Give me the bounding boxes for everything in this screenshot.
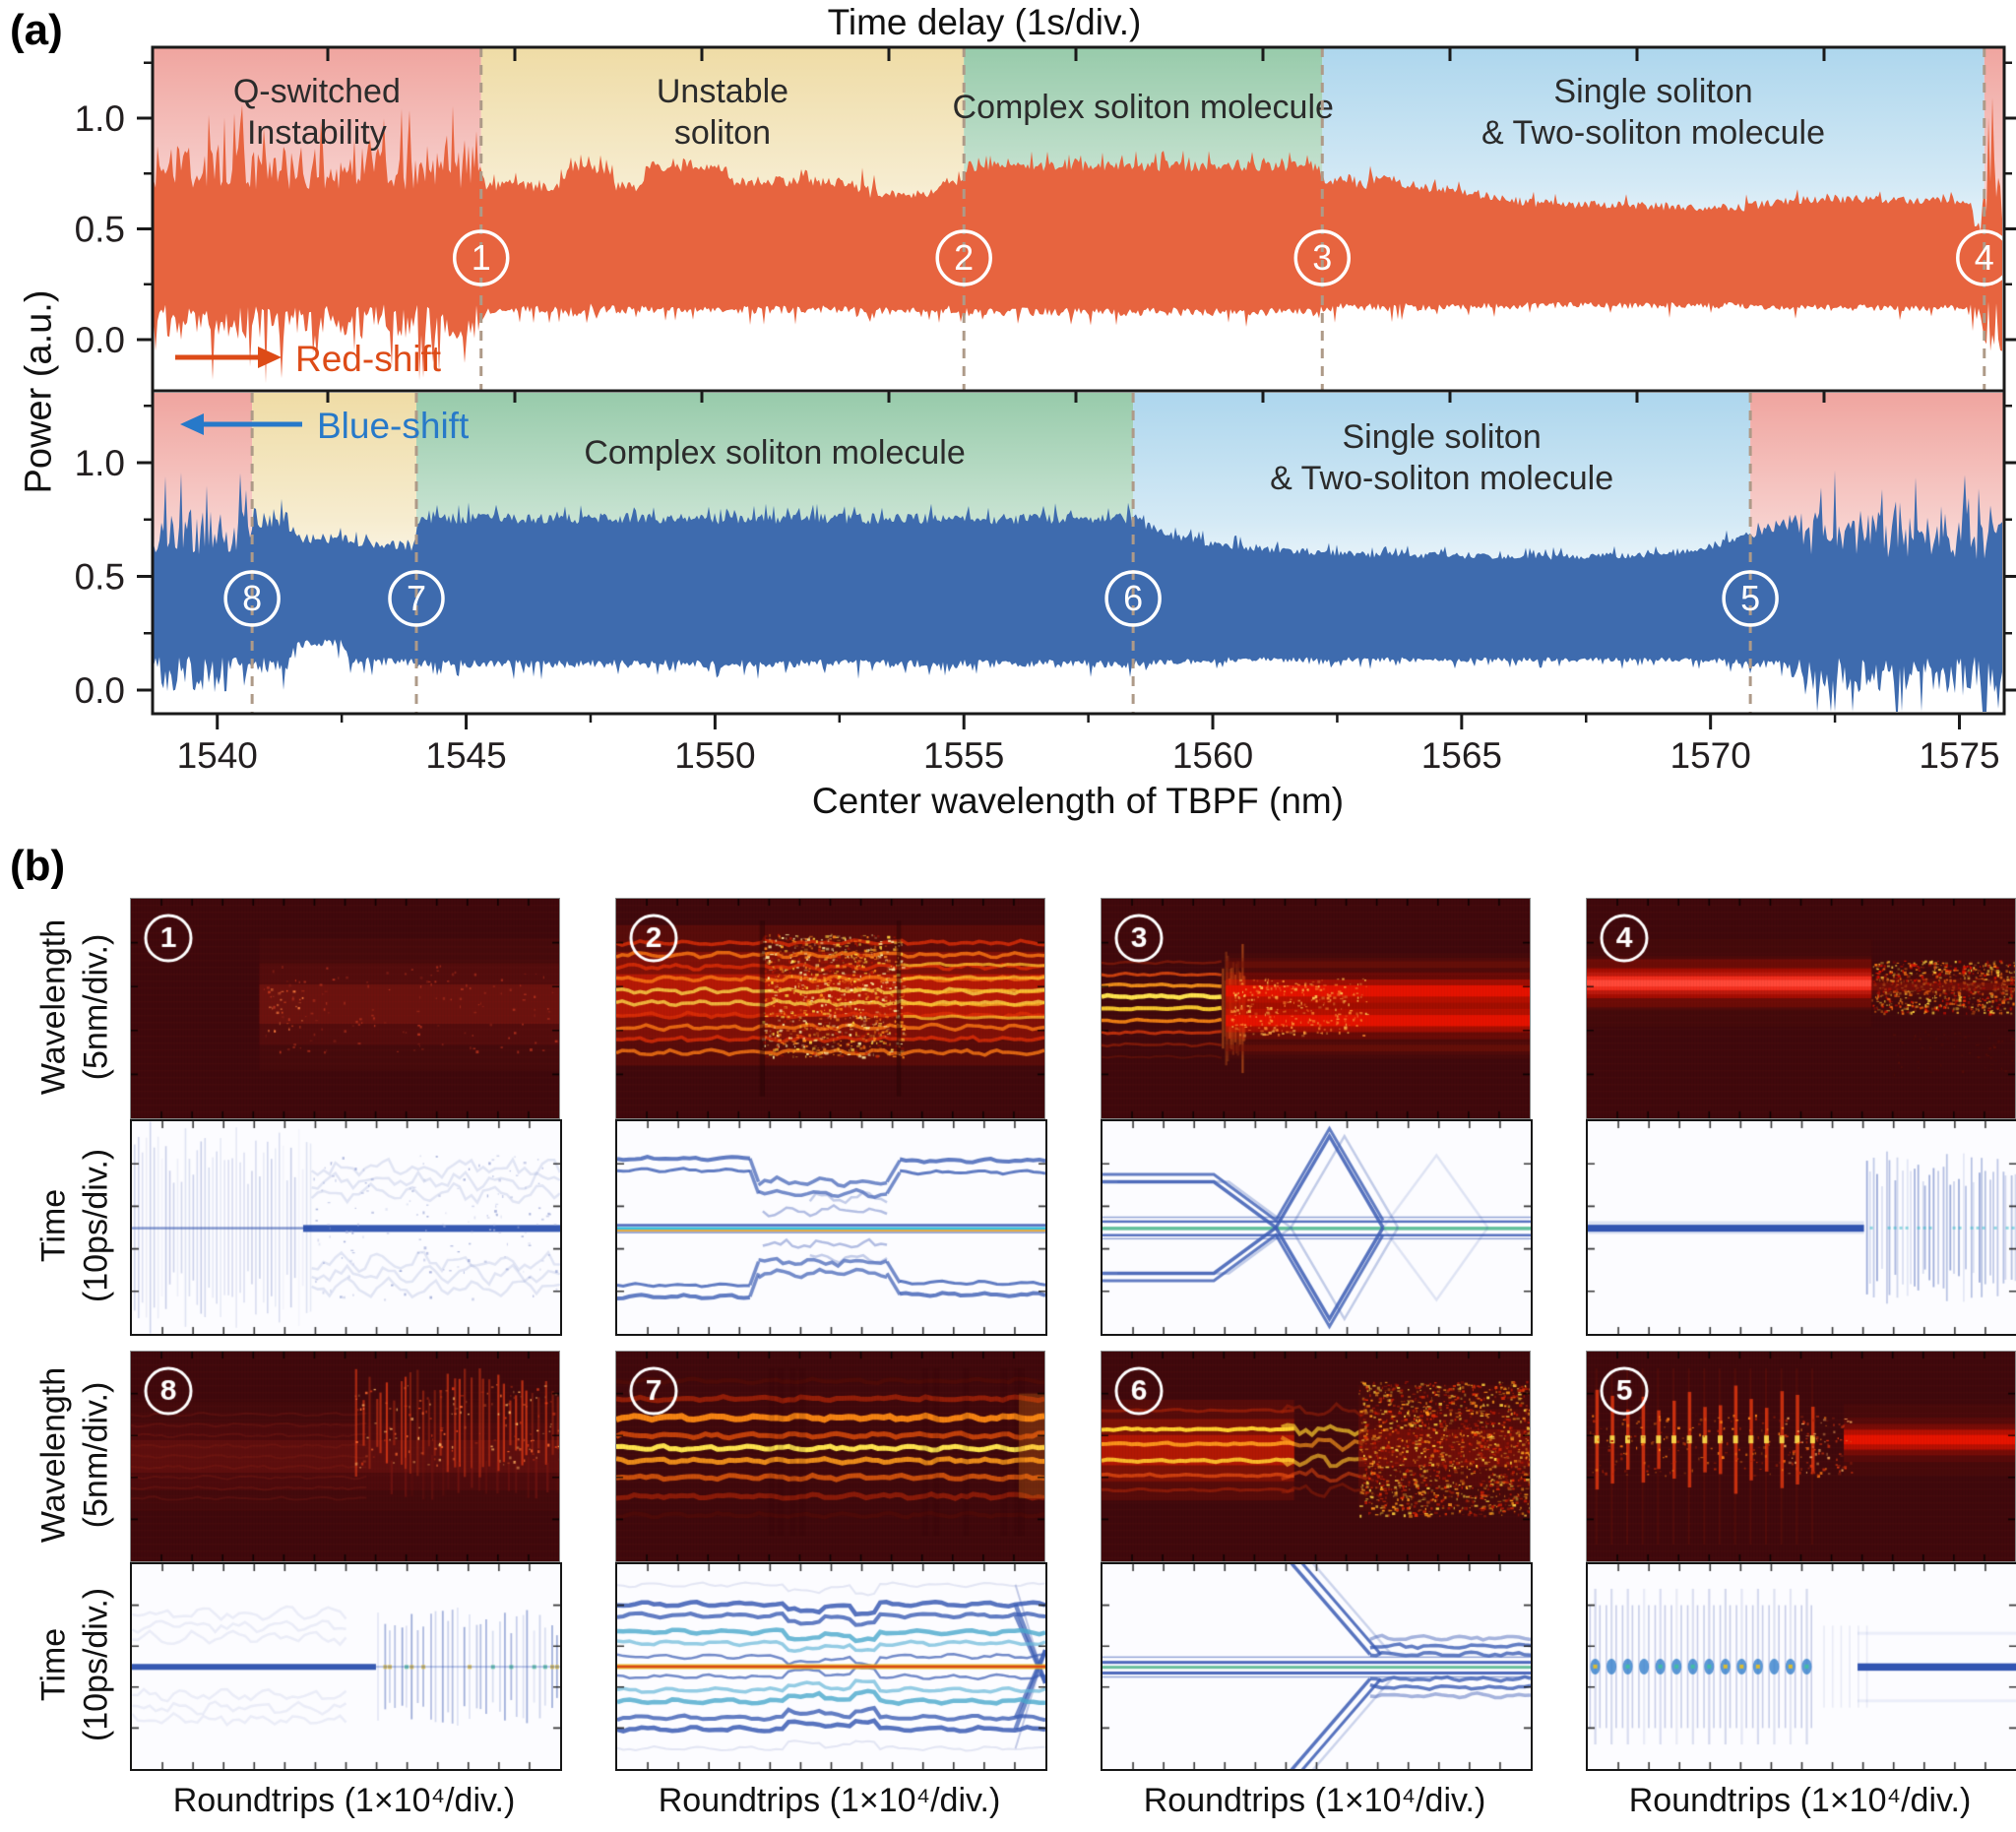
- wavelength-evolution-heatmap-8: [130, 1351, 560, 1562]
- marker-circle-3: [1293, 229, 1352, 286]
- marker-number: 1: [472, 237, 491, 278]
- wavelength-evolution-heatmap-3: [1101, 898, 1531, 1119]
- marker-number: 4: [1975, 237, 1994, 278]
- x-tick-label: 1555: [923, 735, 1004, 776]
- marker-number: 8: [242, 578, 262, 618]
- marker-circle-6: [1104, 570, 1162, 627]
- wavelength-evolution-heatmap-5: [1586, 1351, 2016, 1562]
- y-tick-label: 0.0: [75, 670, 125, 711]
- roundtrips-axis-label: Roundtrips (1×10⁴/div.): [658, 1782, 1001, 1819]
- subplot: Complex soliton molecule Single soliton & …: [153, 393, 2004, 714]
- region-label: Complex soliton molecule: [584, 434, 965, 472]
- time-delay-axis-title: Time delay (1s/div.): [827, 2, 1142, 42]
- marker-number: 6: [1123, 578, 1143, 618]
- time-row2-label: Time (10ps/div.): [34, 1587, 115, 1742]
- x-tick-label: 1550: [674, 735, 755, 776]
- marker-circle-7: [388, 570, 445, 627]
- roundtrips-axis-label: Roundtrips (1×10⁴/div.): [1143, 1782, 1486, 1819]
- marker-number: 5: [1740, 578, 1760, 618]
- shift-annotations: Red-shift Blue-shift: [175, 339, 470, 446]
- axes: 1540 1545 1550 1555 1560 1565 1570 1575 1.0 0.5 0.…: [75, 45, 2016, 776]
- red-shift-label: Red-shift: [295, 339, 442, 379]
- y-axis-label: Power (a.u.): [18, 289, 60, 494]
- time-evolution-heatmap-2: [615, 1119, 1047, 1336]
- time-evolution-heatmap-7: [615, 1562, 1047, 1771]
- wavelength-row2-label: Wavelength (5nm/div.): [34, 1366, 115, 1544]
- wavelength-evolution-heatmap-4: [1586, 898, 2016, 1119]
- x-tick-label: 1565: [1421, 735, 1502, 776]
- red-shift-arrowhead-icon: [258, 347, 282, 368]
- time-evolution-heatmap-1: [130, 1119, 562, 1336]
- marker-circle-1: [452, 229, 510, 286]
- x-tick-label: 1540: [177, 735, 258, 776]
- y-tick-label: 1.0: [75, 98, 125, 139]
- y-tick-label: 0.0: [75, 320, 125, 360]
- y-tick-label: 0.5: [75, 210, 125, 250]
- region-label: Q-switched Instability: [233, 73, 401, 152]
- region-label: Single soliton & Two-soliton molecule: [1481, 73, 1825, 152]
- power-trace: [154, 97, 2002, 384]
- roundtrips-axis-label: Roundtrips (1×10⁴/div.): [1628, 1782, 1972, 1819]
- blue-shift-label: Blue-shift: [317, 406, 470, 446]
- region-label: Complex soliton molecule: [953, 89, 1334, 126]
- x-tick-label: 1560: [1172, 735, 1253, 776]
- wavelength-evolution-heatmap-7: [615, 1351, 1045, 1562]
- panel-a-label: (a): [10, 6, 63, 54]
- blue-shift-arrowhead-icon: [180, 413, 204, 435]
- marker-circle-8: [223, 570, 281, 627]
- x-tick-label: 1545: [425, 735, 506, 776]
- wavelength-evolution-heatmap-2: [615, 898, 1045, 1119]
- time-evolution-heatmap-8: [130, 1562, 562, 1771]
- marker-number: 7: [407, 578, 426, 618]
- y-tick-label: 1.0: [75, 443, 125, 483]
- wavelength-evolution-heatmap-1: [130, 898, 560, 1119]
- region-label: Unstable soliton: [657, 73, 788, 152]
- marker-circle-4: [1956, 229, 2013, 286]
- region-label: Single soliton & Two-soliton molecule: [1270, 418, 1613, 497]
- marker-circle-5: [1722, 570, 1779, 627]
- panel-a-plot: Q-switched Instability Unstable soliton Comp…: [75, 45, 2016, 776]
- y-tick-label: 0.5: [75, 557, 125, 598]
- x-tick-label: 1575: [1919, 735, 1999, 776]
- power-trace: [154, 470, 2002, 712]
- marker-circle-2: [935, 229, 992, 286]
- subplot: Q-switched Instability Unstable soliton Comp…: [153, 47, 2013, 391]
- marker-number: 3: [1312, 237, 1332, 278]
- x-axis-label: Center wavelength of TBPF (nm): [811, 781, 1345, 821]
- wavelength-row1-label: Wavelength (5nm/div.): [34, 918, 115, 1096]
- time-evolution-heatmap-6: [1101, 1562, 1533, 1771]
- roundtrips-axis-label: Roundtrips (1×10⁴/div.): [172, 1782, 516, 1819]
- time-row1-label: Time (10ps/div.): [34, 1148, 115, 1303]
- wavelength-evolution-heatmap-6: [1101, 1351, 1531, 1562]
- time-evolution-heatmap-5: [1586, 1562, 2016, 1771]
- marker-number: 2: [954, 237, 974, 278]
- x-tick-label: 1570: [1670, 735, 1751, 776]
- panel-b-label: (b): [10, 842, 66, 890]
- time-evolution-heatmap-3: [1101, 1119, 1533, 1336]
- time-evolution-heatmap-4: [1586, 1119, 2016, 1336]
